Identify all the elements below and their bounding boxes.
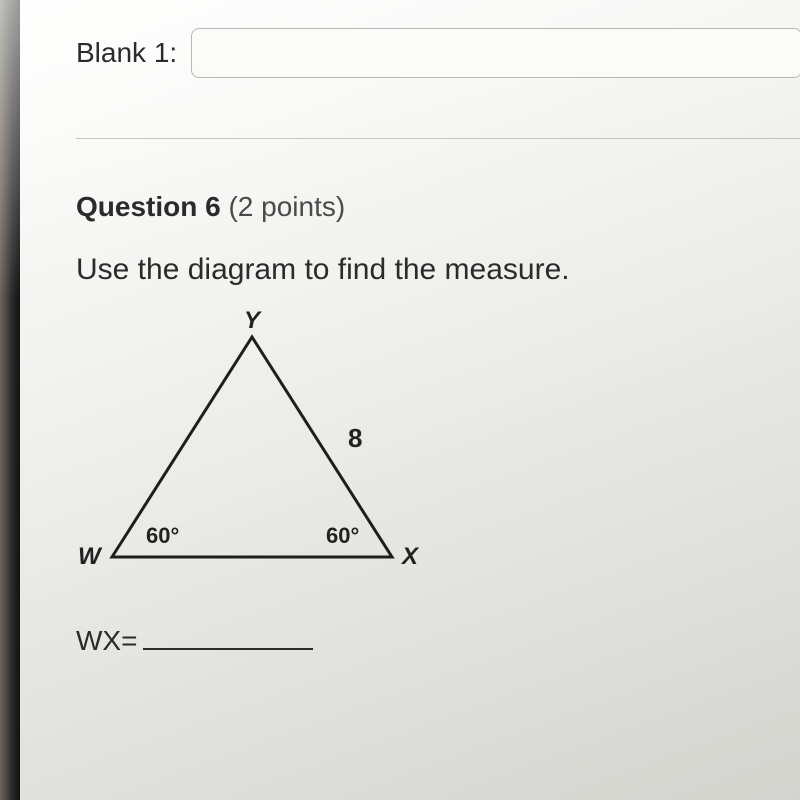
answer-label: WX= (76, 625, 137, 657)
question-points: (2 points) (228, 191, 345, 222)
triangle-diagram: Y W X 8 60° 60° (72, 307, 452, 607)
vertex-label-x: X (402, 543, 418, 571)
vertex-label-y: Y (244, 307, 260, 335)
angle-label-x: 60° (326, 523, 359, 549)
blank-1-row: Blank 1: (76, 28, 800, 78)
quiz-screen: Blank 1: Question 6 (2 points) Use the d… (20, 0, 800, 800)
triangle-svg (72, 307, 452, 597)
side-length-yx: 8 (348, 423, 362, 454)
answer-row: WX= (76, 621, 800, 657)
question-divider (76, 138, 800, 139)
vertex-label-w: W (78, 543, 101, 571)
question-heading: Question 6 (2 points) (76, 191, 800, 223)
content-area: Blank 1: Question 6 (2 points) Use the d… (20, 0, 800, 657)
blank-1-input[interactable] (191, 28, 800, 78)
blank-1-label: Blank 1: (76, 37, 177, 69)
answer-blank-line[interactable] (143, 621, 313, 650)
question-number: Question 6 (76, 191, 221, 222)
question-prompt: Use the diagram to find the measure. (76, 253, 800, 287)
photo-left-edge (0, 0, 20, 800)
angle-label-w: 60° (146, 523, 179, 549)
